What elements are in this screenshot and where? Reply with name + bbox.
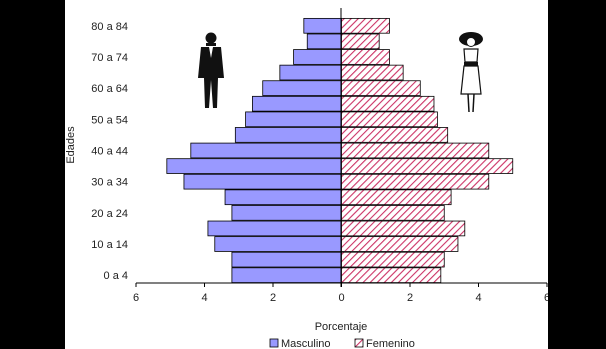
y-tick-label-14: 70 a 74 [91,52,128,64]
y-axis-ticks: 0 a 4 10 a 14 20 a 24 30 a 34 40 a 44 50 a 54… [91,21,128,282]
y-tick-label-12: 60 a 64 [91,83,128,95]
bar-masculino-10 [245,111,342,128]
legend-swatch-femenino [354,338,364,348]
bar-masculino-7 [166,158,342,174]
x-tick-label-3: 0 [338,292,344,304]
bar-masculino-16 [303,17,342,34]
bar-femenino-4 [341,205,445,221]
series-masculino [166,17,342,284]
x-tick-label-1: 4 [201,292,207,304]
bar-femenino-9 [341,127,449,143]
x-tick-label-6: 6 [544,292,548,304]
legend-label-masculino: Masculino [281,338,331,349]
legend: Masculino Femenino [269,338,415,349]
bar-masculino-3 [207,220,342,237]
male-figure-icon [198,32,224,108]
bar-femenino-5 [341,189,452,206]
bar-femenino-13 [341,64,404,81]
population-pyramid-chart: 6 4 2 0 2 4 6 0 a 4 10 a 14 20 a 24 30 a 34 40 a 4… [65,8,548,349]
chart-area: 6 4 2 0 2 4 6 0 a 4 10 a 14 20 a 24 30 a 34 40 a 4… [65,0,548,349]
bar-masculino-15 [306,33,342,50]
y-tick-label-16: 80 a 84 [91,21,128,33]
bar-femenino-15 [341,33,380,50]
y-tick-label-2: 10 a 14 [91,239,128,251]
bar-femenino-12 [341,80,421,96]
bar-masculino-14 [293,49,342,65]
legend-label-femenino: Femenino [366,338,415,349]
x-tick-label-4: 2 [407,292,413,304]
bar-femenino-3 [341,220,466,237]
bar-femenino-0 [341,267,442,284]
bar-masculino-4 [231,205,342,221]
bar-femenino-14 [341,49,390,65]
bar-masculino-13 [279,64,342,81]
bar-femenino-16 [341,17,390,34]
y-axis-label: Edades [65,126,77,164]
y-tick-label-8: 40 a 44 [91,146,128,158]
y-tick-label-10: 50 a 54 [91,114,128,126]
bar-femenino-10 [341,111,438,128]
y-tick-label-6: 30 a 34 [91,177,128,189]
bar-masculino-12 [262,80,342,96]
x-tick-label-2: 2 [270,292,276,304]
female-figure-icon [459,32,483,113]
bar-masculino-5 [224,189,342,206]
bar-femenino-1 [341,251,445,268]
x-axis-label: Porcentaje [315,321,368,333]
x-axis-ticks: 6 4 2 0 2 4 6 [133,283,548,304]
bar-masculino-8 [190,142,342,159]
bar-masculino-2 [214,236,342,252]
bar-femenino-2 [341,236,459,252]
x-tick-label-5: 4 [475,292,481,304]
bar-masculino-9 [234,127,342,143]
legend-swatch-masculino [269,338,279,348]
x-tick-label-0: 6 [133,292,139,304]
bar-femenino-6 [341,173,490,190]
bar-femenino-8 [341,142,490,159]
bar-masculino-6 [183,173,342,190]
bar-masculino-1 [231,251,342,268]
bar-masculino-0 [231,267,342,284]
bar-masculino-11 [252,95,342,112]
bar-femenino-7 [341,158,514,174]
y-tick-label-4: 20 a 24 [91,208,128,220]
y-tick-label-0: 0 a 4 [104,270,128,282]
bar-femenino-11 [341,95,435,112]
series-femenino [341,17,514,284]
